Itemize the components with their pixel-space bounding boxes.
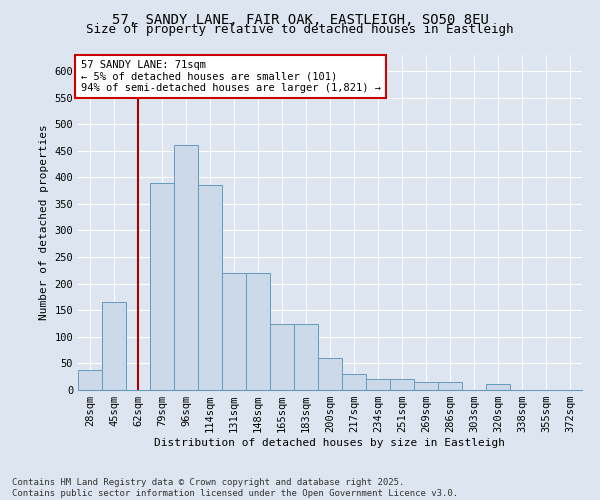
- Bar: [270, 324, 294, 390]
- Bar: [246, 273, 270, 390]
- Bar: [318, 358, 342, 390]
- Bar: [438, 382, 462, 390]
- Bar: [486, 384, 510, 390]
- Bar: [390, 380, 414, 390]
- Bar: [150, 182, 174, 390]
- Bar: [294, 324, 318, 390]
- Text: 57, SANDY LANE, FAIR OAK, EASTLEIGH, SO50 8EU: 57, SANDY LANE, FAIR OAK, EASTLEIGH, SO5…: [112, 12, 488, 26]
- Text: 57 SANDY LANE: 71sqm
← 5% of detached houses are smaller (101)
94% of semi-detac: 57 SANDY LANE: 71sqm ← 5% of detached ho…: [80, 60, 380, 93]
- Y-axis label: Number of detached properties: Number of detached properties: [39, 124, 49, 320]
- Text: Size of property relative to detached houses in Eastleigh: Size of property relative to detached ho…: [86, 22, 514, 36]
- Bar: [414, 382, 438, 390]
- Bar: [78, 370, 102, 390]
- Bar: [366, 380, 390, 390]
- Bar: [174, 146, 198, 390]
- Bar: [342, 374, 366, 390]
- X-axis label: Distribution of detached houses by size in Eastleigh: Distribution of detached houses by size …: [155, 438, 505, 448]
- Bar: [198, 186, 222, 390]
- Text: Contains HM Land Registry data © Crown copyright and database right 2025.
Contai: Contains HM Land Registry data © Crown c…: [12, 478, 458, 498]
- Bar: [222, 273, 246, 390]
- Bar: [102, 302, 126, 390]
